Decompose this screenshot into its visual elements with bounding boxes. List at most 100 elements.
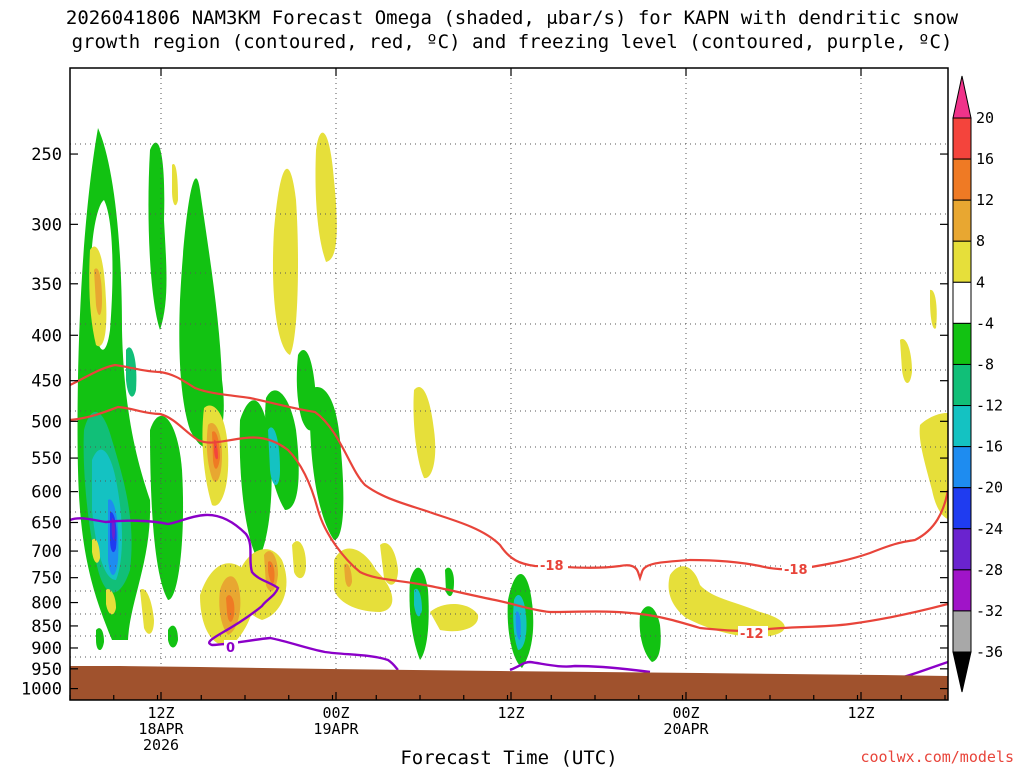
omega-region [94, 268, 102, 316]
omega-region [168, 625, 178, 648]
colorbar-label: -4 [976, 314, 994, 332]
omega-region [179, 178, 224, 449]
colorbar-cell [952, 158, 972, 201]
omega-region [930, 289, 937, 329]
y-tick-label: 800 [31, 594, 62, 614]
y-tick-label: 350 [31, 275, 62, 295]
omega-region [140, 589, 154, 634]
omega-region [239, 400, 272, 560]
colorbar: 20 16 12 8 4 -4 -8 -12 -16 -20 -24 -28 -32 -36 [952, 75, 1003, 693]
contour-label: 0 [226, 641, 235, 656]
y-tick-label: 700 [31, 542, 62, 562]
omega-region [96, 628, 104, 651]
credit-text: coolwx.com/models [860, 748, 1014, 766]
y-tick-label: 300 [31, 215, 62, 235]
y-tick-label: 600 [31, 483, 62, 503]
omega-region [126, 347, 137, 397]
omega-region [172, 164, 178, 206]
colorbar-label: 12 [976, 191, 994, 209]
colorbar-label: 8 [976, 232, 985, 250]
y-tick-label: 950 [31, 660, 62, 680]
chart-title: 2026041806 NAM3KM Forecast Omega (shaded… [0, 6, 1024, 54]
x-tick-label: 18APR [138, 720, 184, 738]
omega-region [334, 548, 393, 612]
contour-label: -18 [784, 563, 808, 578]
y-tick-label: 550 [31, 449, 62, 469]
title-line-2: growth region (contoured, red, ºC) and f… [71, 31, 953, 53]
colorbar-cell [952, 281, 972, 324]
contour-label: -18 [540, 559, 564, 574]
colorbar-label: -12 [976, 397, 1003, 415]
x-tick-label: 20APR [663, 720, 709, 738]
freezing-level-contour [70, 513, 399, 671]
y-tick-label: 900 [31, 639, 62, 659]
omega-region [430, 604, 479, 632]
title-line-1: 2026041806 NAM3KM Forecast Omega (shaded… [65, 7, 959, 29]
omega-region [272, 168, 298, 355]
omega-region [111, 518, 116, 540]
contour-label: -12 [740, 627, 764, 642]
omega-region [380, 542, 398, 585]
y-tick-label: 1000 [21, 680, 62, 700]
colorbar-cell [952, 75, 972, 119]
x-tick-label: 12Z [147, 704, 174, 722]
omega-region [106, 589, 116, 615]
colorbar-label: 20 [976, 109, 994, 127]
colorbar-cell [952, 569, 972, 612]
x-tick-label: 12Z [847, 704, 874, 722]
y-tick-label: 450 [31, 372, 62, 392]
contour-labels: -18 -18 -12 0 [224, 558, 812, 656]
x-tick-label: 2026 [143, 736, 179, 754]
x-axis-label: Forecast Time (UTC) [400, 747, 617, 768]
omega-region [315, 132, 337, 262]
colorbar-cell [952, 446, 972, 489]
y-tick-label: 500 [31, 412, 62, 432]
colorbar-label: -32 [976, 602, 1003, 620]
omega-region [268, 427, 280, 485]
omega-region [639, 606, 661, 662]
colorbar-label: -20 [976, 479, 1003, 497]
terrain [70, 666, 948, 700]
omega-region [515, 611, 521, 640]
omega-region [919, 413, 948, 520]
colorbar-cell [952, 610, 972, 653]
omega-shading [77, 128, 948, 668]
omega-region [413, 386, 436, 479]
colorbar-label: 4 [976, 273, 985, 291]
colorbar-label: -24 [976, 520, 1003, 538]
omega-region [344, 563, 352, 587]
colorbar-label: -16 [976, 438, 1003, 456]
colorbar-cell [952, 405, 972, 448]
x-tick-label: 00Z [672, 704, 699, 722]
colorbar-cell [952, 199, 972, 242]
y-axis: 2503003504004505005506006507007508008509… [21, 145, 948, 700]
omega-region [900, 339, 912, 384]
omega-region [292, 541, 306, 579]
omega-region [150, 415, 184, 600]
grid [70, 68, 948, 700]
colorbar-cell [952, 487, 972, 530]
colorbar-cell [952, 240, 972, 283]
colorbar-cell [952, 322, 972, 365]
x-tick-label: 12Z [497, 704, 524, 722]
y-tick-label: 250 [31, 145, 62, 165]
colorbar-label: -36 [976, 643, 1003, 661]
colorbar-cell [952, 363, 972, 407]
freezing-level-contour [509, 660, 651, 674]
colorbar-label: -8 [976, 355, 994, 373]
omega-region [92, 538, 100, 563]
x-tick-label: 19APR [313, 720, 359, 738]
omega-region [668, 566, 785, 637]
y-tick-label: 400 [31, 326, 62, 346]
omega-region [309, 387, 344, 540]
omega-region [214, 439, 218, 460]
omega-region [148, 142, 167, 330]
plot-frame [69, 67, 949, 701]
y-tick-label: 650 [31, 513, 62, 533]
y-tick-label: 750 [31, 569, 62, 589]
y-tick-label: 850 [31, 617, 62, 637]
colorbar-cell [952, 651, 972, 693]
omega-region [414, 588, 422, 617]
